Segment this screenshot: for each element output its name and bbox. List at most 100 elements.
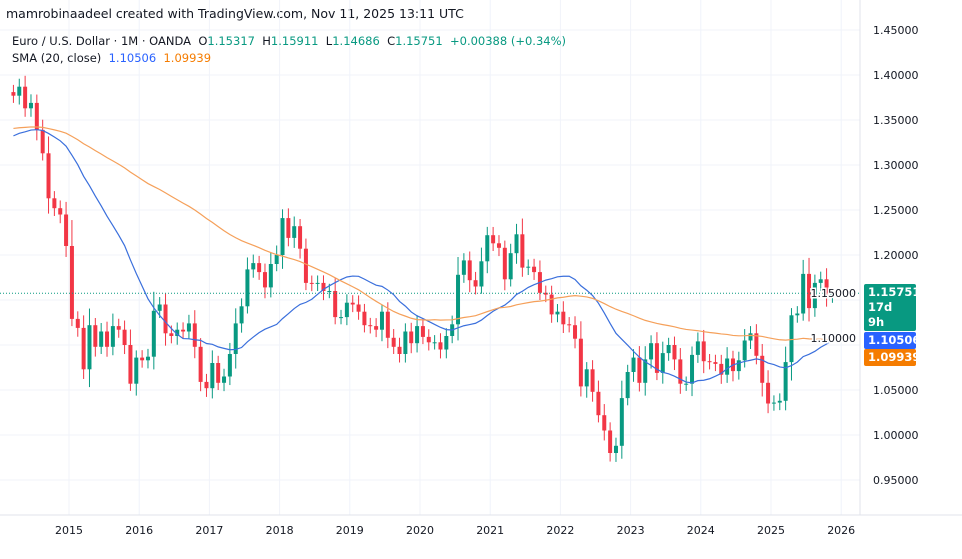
candle-body — [128, 345, 133, 384]
candle-body — [309, 282, 314, 284]
price-tick-label: 1.00000 — [873, 429, 919, 442]
candle-body — [204, 381, 209, 389]
price-tick-label: 1.15000 — [811, 287, 857, 300]
price-tick-label: 1.10000 — [811, 332, 857, 345]
candle-body — [666, 345, 671, 354]
time-tick-label: 2020 — [406, 524, 434, 537]
candle-body — [110, 326, 115, 347]
candle-body — [567, 324, 572, 326]
candle-body — [766, 382, 771, 404]
candle-body — [695, 341, 700, 355]
candle-body — [99, 331, 104, 347]
candle-body — [181, 329, 186, 332]
time-tick-label: 2022 — [546, 524, 574, 537]
candle-body — [75, 318, 80, 328]
low-value: 1.14686 — [332, 34, 380, 48]
candle-body — [549, 294, 554, 315]
candle-body — [502, 247, 507, 280]
candle-body — [830, 293, 835, 298]
candle-body — [151, 310, 156, 357]
candle-body — [175, 329, 180, 336]
candle-body — [145, 356, 150, 361]
candle-body — [725, 358, 730, 375]
candle-body — [713, 362, 718, 364]
candle-body — [350, 302, 355, 305]
price-axis: 1.45000 1.40000 1.35000 1.30000 1.25000 1.200… — [809, 24, 919, 487]
candle-body — [789, 315, 794, 363]
candle-body — [105, 331, 110, 347]
time-tick-label: 2026 — [827, 524, 855, 537]
open-value: 1.15317 — [207, 34, 255, 48]
candle-body — [403, 331, 408, 354]
sma-label[interactable]: SMA (20, close) — [12, 51, 102, 65]
candle-body — [134, 357, 139, 384]
candle-body — [210, 363, 215, 389]
candle-body — [315, 282, 320, 284]
candle-body — [660, 353, 665, 373]
candle-body — [216, 363, 221, 383]
time-tick-label: 2021 — [476, 524, 504, 537]
candle-body — [186, 323, 191, 332]
candle-body — [561, 311, 566, 325]
candle-body — [777, 400, 782, 403]
candle-body — [432, 342, 437, 344]
symbol-title[interactable]: Euro / U.S. Dollar · 1M · OANDA — [12, 34, 192, 48]
sma-orange-line — [13, 126, 833, 341]
candle-body — [508, 253, 513, 280]
candle-body — [268, 264, 273, 288]
candle-body — [444, 336, 449, 350]
close-label: C — [387, 34, 396, 48]
candle-body — [701, 341, 706, 362]
candle-body — [11, 92, 16, 96]
candle-body — [321, 282, 326, 291]
time-tick-label: 2016 — [125, 524, 153, 537]
candle-body — [292, 226, 297, 238]
candle-body — [46, 153, 51, 199]
candle-body — [286, 218, 291, 238]
candle-body — [707, 361, 712, 363]
candle-body — [590, 369, 595, 392]
candle-body — [274, 255, 279, 264]
price-tick-label: 1.45000 — [873, 24, 919, 37]
candle-body — [251, 263, 256, 270]
price-tick-label: 1.25000 — [873, 204, 919, 217]
last-price: 1.15751 — [868, 285, 921, 299]
candle-body — [169, 333, 174, 336]
candle-body — [771, 402, 776, 404]
candle-body — [280, 218, 285, 255]
candle-body — [333, 291, 338, 318]
candle-body — [64, 214, 69, 246]
ohlc-row: Euro / U.S. Dollar · 1M · OANDA O1.15317… — [12, 33, 566, 50]
price-tick-label: 1.35000 — [873, 114, 919, 127]
candle-body — [157, 304, 162, 311]
candle-body — [748, 333, 753, 341]
candle-body — [625, 372, 630, 399]
candle-body — [28, 102, 33, 109]
candle-body — [812, 282, 817, 309]
candle-body — [807, 273, 812, 309]
high-value: 1.15911 — [270, 34, 319, 48]
candle-body — [514, 234, 519, 254]
sma-orange-badge: 1.09939 — [864, 349, 920, 366]
candle-body — [795, 313, 800, 316]
candle-body — [684, 383, 689, 385]
candle-body — [719, 363, 724, 375]
low-label: L — [325, 34, 333, 48]
candle-body — [379, 311, 384, 330]
candle-body — [245, 269, 250, 307]
time-tick-label: 2024 — [687, 524, 715, 537]
candle-body — [578, 338, 583, 387]
candle-body — [257, 263, 262, 273]
candle-body — [678, 359, 683, 384]
grid — [0, 0, 962, 516]
candle-body — [654, 343, 659, 373]
high-label: H — [262, 34, 271, 48]
candle-body — [356, 304, 361, 312]
candle-body — [17, 86, 22, 96]
candle-body — [467, 260, 472, 281]
candle-body — [262, 272, 267, 288]
candle-body — [426, 336, 431, 343]
candle-body — [818, 279, 823, 283]
candle-body — [690, 354, 695, 384]
